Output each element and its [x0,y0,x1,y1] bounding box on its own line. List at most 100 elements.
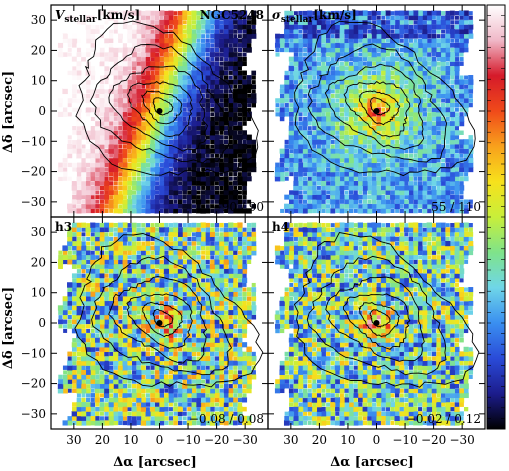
heatmap-cell [316,10,322,16]
heatmap-cell [214,277,220,283]
heatmap-cell [89,88,96,95]
heatmap-cell [435,52,442,58]
heatmap-cell [177,286,183,293]
heatmap-cell [136,116,142,122]
heatmap-cell [344,98,349,103]
heatmap-cell [381,57,386,62]
heatmap-cell [182,70,187,76]
heatmap-cell [349,61,354,66]
heatmap-cell [159,292,164,297]
heatmap-cell [57,42,64,48]
heatmap-cell [385,144,391,149]
heatmap-cell [205,268,211,274]
heatmap-cell [182,180,188,186]
heatmap-cell [321,98,326,103]
heatmap-cell [177,351,183,357]
heatmap-cell [90,278,95,283]
heatmap-cell [205,397,211,403]
heatmap-cell [431,47,437,53]
heatmap-cell [303,29,308,34]
heatmap-cell [325,15,331,21]
heatmap-cell [108,52,114,57]
heatmap-cell [454,167,459,172]
heatmap-cell [118,351,123,357]
heatmap-cell [103,93,110,99]
heatmap-cell [62,374,68,380]
heatmap-cell [399,79,405,85]
heatmap-cell [394,33,400,39]
heatmap-cell [150,148,155,154]
heatmap-cell [122,10,128,16]
heatmap-cell [141,24,146,30]
heatmap-cell [417,56,423,62]
heatmap-cell [145,416,151,421]
heatmap-cell [67,29,73,34]
heatmap-cell [385,130,391,136]
heatmap-cell [326,61,331,66]
heatmap-cell [145,61,151,67]
heatmap-cell [80,189,87,196]
heatmap-cell [357,176,363,182]
heatmap-cell [233,24,238,30]
heatmap-cell [196,268,201,274]
heatmap-cell [219,33,224,39]
heatmap-cell [408,181,414,186]
heatmap-cell [76,181,82,186]
heatmap-cell [223,305,229,311]
heatmap-cell [320,162,327,168]
heatmap-cell [159,56,164,62]
heatmap-cell [431,176,437,182]
heatmap-cell [280,103,285,108]
heatmap-cell [380,65,386,71]
heatmap-cell [58,374,63,380]
heatmap-cell [140,153,146,159]
heatmap-cell [90,171,96,177]
heatmap-cell [99,157,105,163]
heatmap-cell [126,47,133,53]
heatmap-cell [298,52,303,57]
heatmap-cell [389,125,396,131]
heatmap-cell [196,383,201,389]
heatmap-cell [311,153,317,159]
heatmap-cell [228,347,233,352]
heatmap-cell [154,98,160,103]
heatmap-cell [131,314,137,320]
heatmap-cell [246,167,252,172]
heatmap-cell [302,135,308,140]
heatmap-cell [150,130,155,135]
contour-line [152,97,174,116]
heatmap-cell [413,199,418,205]
heatmap-cell [122,277,128,283]
heatmap-cell [177,120,183,127]
heatmap-cell [81,333,86,338]
heatmap-cell [463,38,469,44]
heatmap-cell [163,277,169,283]
heatmap-cell [422,65,428,71]
heatmap-cell [71,134,78,141]
heatmap-cell [67,383,73,389]
heatmap-cell [140,107,146,113]
heatmap-cell [103,194,110,200]
heatmap-cell [131,121,137,126]
heatmap-cell [118,319,123,324]
heatmap-cell [362,162,367,168]
heatmap-cell [154,148,160,154]
heatmap-cell [136,351,142,357]
heatmap-cell [95,29,100,34]
heatmap-cell [228,79,234,85]
heatmap-cell [380,171,386,177]
heatmap-cell [62,171,68,177]
heatmap-cell [108,98,114,103]
heatmap-cell [399,107,405,113]
heatmap-cell [357,185,363,191]
heatmap-cell [122,195,127,200]
heatmap-cell [237,278,242,283]
heatmap-cell [344,157,349,163]
heatmap-cell [200,370,206,375]
heatmap-cell [113,360,119,366]
contour-line [358,90,401,126]
heatmap-cell [436,121,441,127]
heatmap-cell [214,319,220,325]
heatmap-cell [232,287,238,293]
heatmap-cell [371,125,377,131]
